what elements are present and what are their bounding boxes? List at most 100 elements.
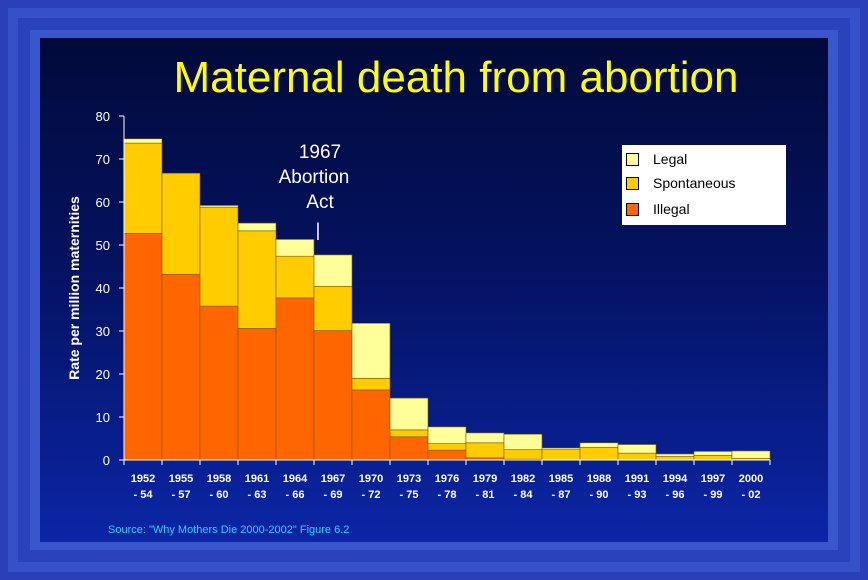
bar-illegal-3 (237, 328, 277, 461)
annotation-marker: | (315, 220, 321, 240)
legend-swatch-spontaneous (626, 176, 639, 190)
x-tick-label-16-line1: 2000 (739, 473, 763, 485)
bar-illegal-0 (123, 233, 163, 461)
bar-illegal-5 (313, 330, 353, 461)
bar-legal-4 (275, 239, 315, 257)
x-tick-label-8-line1: 1976 (435, 473, 459, 485)
x-tick-label-12-line1: 1988 (587, 473, 611, 485)
bar-spontaneous-3 (237, 230, 277, 329)
annotation-abortion: Abortion (278, 167, 350, 188)
x-tick-label-11-line2: - 87 (552, 489, 571, 501)
y-tick-label-80: 80 (96, 109, 110, 124)
chart-title: Maternal death from abortion (173, 53, 739, 102)
x-tick-label-1-line2: - 57 (172, 489, 191, 501)
legend-label-illegal: Illegal (653, 201, 690, 217)
x-tick-label-7-line1: 1973 (397, 473, 421, 485)
x-tick-label-2-line2: - 60 (210, 489, 229, 501)
x-tick-label-13-line1: 1991 (625, 473, 649, 485)
legend-swatch-legal (626, 152, 639, 166)
source-note: Source: "Why Mothers Die 2000-2002" Figu… (108, 524, 350, 536)
bar-legal-12 (579, 442, 619, 448)
bar-spontaneous-5 (313, 285, 353, 331)
x-tick-label-0-line1: 1952 (131, 473, 155, 485)
bar-legal-11 (541, 447, 581, 450)
x-tick-label-9-line1: 1979 (473, 473, 497, 485)
x-tick-label-16-line2: - 02 (742, 489, 761, 501)
bar-illegal-6 (351, 389, 391, 461)
y-tick-label-30: 30 (96, 324, 110, 339)
bar-legal-14 (655, 453, 695, 457)
x-tick-label-11-line1: 1985 (549, 473, 573, 485)
bar-illegal-2 (199, 305, 239, 461)
bar-legal-9 (465, 432, 505, 444)
x-tick-label-4-line2: - 66 (286, 489, 305, 501)
bar-spontaneous-8 (427, 443, 467, 451)
bar-spontaneous-0 (123, 142, 163, 234)
bar-spontaneous-15 (693, 454, 733, 461)
x-tick-label-6-line1: 1970 (359, 473, 383, 485)
x-tick-label-12-line2: - 90 (590, 489, 609, 501)
legend-label-legal: Legal (653, 151, 688, 167)
bar-spontaneous-4 (275, 255, 315, 299)
legend-item-spontaneous: Spontaneous (626, 173, 736, 193)
y-tick-label-0: 0 (103, 453, 110, 468)
bar-legal-2 (199, 205, 239, 208)
x-tick-label-13-line2: - 93 (628, 489, 647, 501)
y-tick-label-20: 20 (96, 367, 110, 382)
bar-spontaneous-14 (655, 456, 695, 461)
bar-legal-10 (503, 433, 543, 450)
bar-spontaneous-2 (199, 206, 239, 307)
bar-spontaneous-9 (465, 442, 505, 459)
x-tick-label-5-line2: - 69 (324, 489, 343, 501)
x-tick-label-15-line2: - 99 (704, 489, 723, 501)
x-tick-label-0-line2: - 54 (134, 489, 154, 501)
legend-label-spontaneous: Spontaneous (653, 175, 736, 191)
annotation-act: Act (306, 192, 334, 213)
x-tick-label-1-line1: 1955 (169, 473, 193, 485)
bar-legal-7 (389, 397, 429, 431)
y-tick-label-10: 10 (96, 410, 110, 425)
bar-legal-15 (693, 451, 733, 456)
x-tick-label-7-line2: - 75 (400, 489, 419, 501)
x-tick-label-9-line2: - 81 (476, 489, 495, 501)
bar-legal-5 (313, 254, 353, 287)
chart-legend: Legal Spontaneous Illegal (622, 145, 786, 225)
x-tick-label-15-line1: 1997 (701, 473, 725, 485)
bar-spontaneous-13 (617, 452, 657, 461)
x-tick-label-5-line1: 1967 (321, 473, 345, 485)
x-tick-label-3-line2: - 63 (248, 489, 267, 501)
y-tick-label-50: 50 (96, 238, 110, 253)
bar-illegal-1 (161, 273, 201, 461)
bar-spontaneous-1 (161, 172, 201, 275)
x-tick-label-4-line1: 1964 (283, 473, 308, 485)
bar-illegal-4 (275, 297, 315, 461)
legend-item-illegal: Illegal (626, 199, 690, 219)
y-tick-label-60: 60 (96, 195, 110, 210)
x-tick-label-3-line1: 1961 (245, 473, 269, 485)
bar-legal-13 (617, 444, 657, 454)
bar-legal-8 (427, 426, 467, 444)
y-tick-label-70: 70 (96, 152, 110, 167)
legend-item-legal: Legal (626, 149, 687, 169)
bar-legal-3 (237, 222, 277, 232)
x-tick-label-10-line2: - 84 (514, 489, 534, 501)
bar-spontaneous-10 (503, 449, 543, 460)
bar-illegal-7 (389, 436, 429, 461)
annotation-year: 1967 (298, 142, 342, 163)
x-tick-label-10-line1: 1982 (511, 473, 535, 485)
bar-spontaneous-12 (579, 447, 619, 461)
bar-illegal-8 (427, 449, 467, 461)
bar-spontaneous-11 (541, 449, 581, 461)
x-tick-label-6-line2: - 72 (362, 489, 381, 501)
bar-legal-0 (123, 138, 163, 144)
x-tick-label-14-line1: 1994 (663, 473, 688, 485)
y-tick-label-40: 40 (96, 281, 110, 296)
legend-swatch-illegal (626, 202, 639, 216)
bar-legal-6 (351, 322, 391, 379)
x-tick-label-8-line2: - 78 (438, 489, 457, 501)
x-tick-label-2-line1: 1958 (207, 473, 231, 485)
x-tick-label-14-line2: - 96 (666, 489, 685, 501)
bar-spontaneous-6 (351, 377, 391, 391)
bar-spontaneous-7 (389, 429, 429, 438)
